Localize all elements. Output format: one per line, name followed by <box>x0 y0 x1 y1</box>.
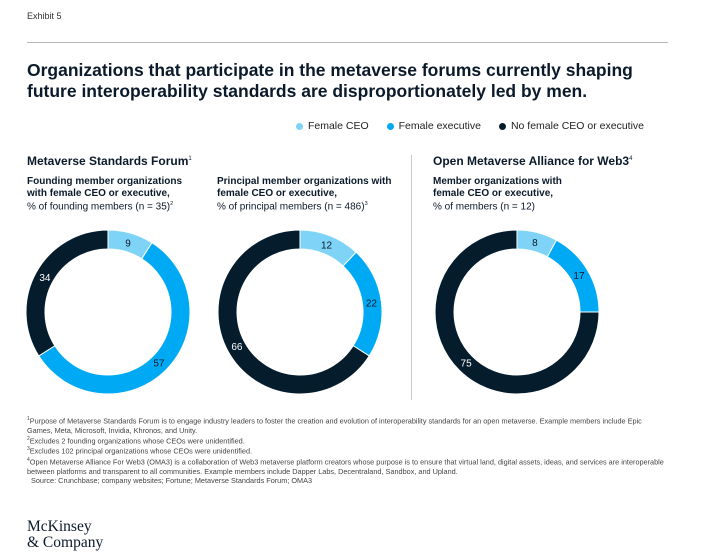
legend-swatch-no-female <box>498 122 506 130</box>
chart-title: Organizations that participate in the me… <box>27 60 633 101</box>
logo-line-2: & Company <box>27 534 104 551</box>
source-note: Source: Crunchbase; company websites; Fo… <box>31 475 313 485</box>
donut-2-label-0: 8 <box>532 238 538 249</box>
donut-0-label-0: 9 <box>125 238 131 249</box>
donut-1-slice-2 <box>217 229 370 395</box>
exhibit-label: Exhibit 5 <box>27 11 62 21</box>
legend-label-female-ceo: Female CEO <box>307 120 369 132</box>
donut-1-label-2: 66 <box>231 342 243 353</box>
chart-subtitle-oma3: Member organizations with female CEO or … <box>433 176 562 213</box>
footnote-2: 2Excludes 2 founding organizations whose… <box>27 435 245 446</box>
donut-2-label-1: 17 <box>573 271 585 282</box>
donut-0-slice-2 <box>25 229 109 357</box>
section-divider <box>411 155 412 400</box>
donut-0-label-1: 57 <box>153 358 165 369</box>
legend-item-female-executive: Female executive <box>386 120 481 132</box>
donut-2-slice-2 <box>434 229 600 395</box>
donut-1-label-0: 12 <box>321 241 333 252</box>
mckinsey-logo: McKinsey & Company <box>27 519 103 551</box>
legend-item-no-female: No female CEO or executive <box>498 120 644 132</box>
chart-subtitle-founding: Founding member organizations with femal… <box>27 176 183 213</box>
legend-item-female-ceo: Female CEO <box>295 120 369 132</box>
legend-label-no-female: No female CEO or executive <box>510 120 644 132</box>
footnotes: 1Purpose of Metaverse Standards Forum is… <box>27 415 667 485</box>
donut-0-label-2: 34 <box>39 273 51 284</box>
legend-label-female-executive: Female executive <box>398 120 481 132</box>
section-title-oma3: Open Metaverse Alliance for Web34 <box>433 154 633 168</box>
donut-1-label-1: 22 <box>366 298 378 309</box>
header-rule <box>27 42 668 43</box>
logo-line-1: McKinsey <box>27 518 92 535</box>
donut-2-label-2: 75 <box>461 358 473 369</box>
footnote-4: 4Open Metaverse Alliance For Web3 (OMA3)… <box>27 457 664 476</box>
section-title-msf: Metaverse Standards Forum1 <box>27 154 192 168</box>
footnote-1: 1Purpose of Metaverse Standards Forum is… <box>27 416 642 435</box>
legend: Female CEO Female executive No female CE… <box>295 120 644 132</box>
legend-swatch-female-ceo <box>295 122 303 130</box>
footnote-3: 3Excludes 102 principal organizations wh… <box>27 446 253 456</box>
legend-swatch-female-executive <box>386 122 394 130</box>
chart-subtitle-principal: Principal member organizations with fema… <box>217 176 392 213</box>
